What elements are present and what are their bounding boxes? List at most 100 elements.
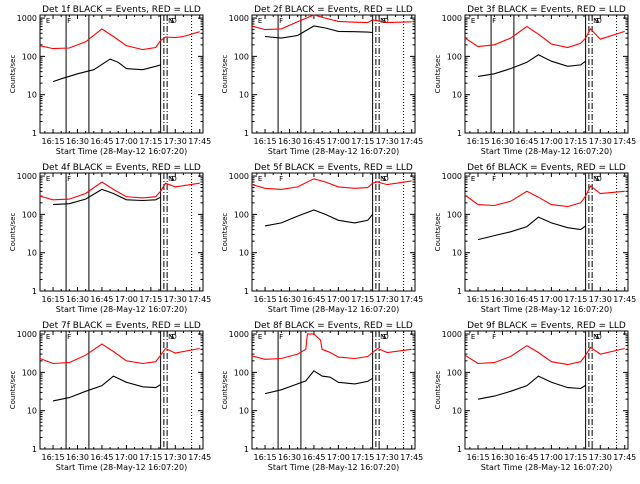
plot-frame <box>464 330 629 450</box>
y-tick-label: 1000 <box>17 172 37 181</box>
series-line-events <box>52 188 161 206</box>
x-tick-label: 17:30 <box>164 453 187 462</box>
x-tick-label: 16:15 <box>467 137 490 146</box>
series-line-events <box>264 370 373 395</box>
y-tick-label: 10 <box>239 407 249 416</box>
marker-label: S <box>170 333 175 341</box>
marker-label: E <box>471 333 475 341</box>
marker-label: D <box>383 333 388 341</box>
y-tick-label: 1 <box>244 445 249 454</box>
chart-title: Det 9f BLACK = Events, RED = LLD <box>467 321 626 331</box>
marker-label: F <box>492 17 496 25</box>
plot-frame <box>464 14 629 134</box>
series-line-lld <box>39 343 200 365</box>
x-tick-label: 17:45 <box>188 295 211 304</box>
series-line-events <box>477 216 586 241</box>
marker-label: S <box>382 175 387 183</box>
y-tick-label: 10 <box>27 91 37 100</box>
series-line-events <box>52 58 161 83</box>
y-tick-label: 100 <box>22 210 37 219</box>
chart-title: Det 4f BLACK = Events, RED = LLD <box>42 163 201 173</box>
y-tick-label: 10 <box>27 249 37 258</box>
x-axis-label: Start Time (28-May-12 16:07:20) <box>56 305 187 314</box>
series-line-events <box>477 54 586 77</box>
marker-label: E <box>258 333 262 341</box>
series-line-lld <box>464 25 625 49</box>
y-tick-label: 1 <box>32 287 37 296</box>
x-tick-label: 16:30 <box>66 137 89 146</box>
marker-label: E <box>471 17 475 25</box>
plot-frame <box>464 172 629 292</box>
x-tick-label: 17:00 <box>540 295 563 304</box>
marker-label: F <box>67 17 71 25</box>
marker-label: F <box>492 333 496 341</box>
x-tick-label: 16:45 <box>90 453 113 462</box>
series-line-lld <box>251 333 412 360</box>
y-tick-label: 10 <box>239 249 249 258</box>
marker-label: F <box>279 175 283 183</box>
marker-label: S <box>595 175 600 183</box>
x-tick-label: 16:45 <box>90 295 113 304</box>
plot-frame <box>39 14 204 134</box>
x-tick-label: 17:30 <box>376 453 399 462</box>
series-line-lld <box>39 181 200 201</box>
chart-panel-1: Det 1f BLACK = Events, RED = LLD 1 10 100 10… <box>9 5 211 156</box>
x-tick-label: 16:15 <box>467 453 490 462</box>
chart-title: Det 3f BLACK = Events, RED = LLD <box>467 5 626 15</box>
y-tick-label: 10 <box>452 249 462 258</box>
x-tick-label: 17:15 <box>139 137 162 146</box>
x-tick-label: 16:45 <box>302 453 325 462</box>
series-line-events <box>52 375 161 402</box>
marker-label: D <box>171 175 176 183</box>
x-tick-label: 17:30 <box>376 295 399 304</box>
y-axis-label: Counts/sec <box>221 213 229 252</box>
y-tick-label: 1 <box>457 129 462 138</box>
plot-frame <box>39 330 204 450</box>
x-axis-label: Start Time (28-May-12 16:07:20) <box>481 463 612 472</box>
chart-panel-6: Det 6f BLACK = Events, RED = LLD 1 10 100 10… <box>434 163 636 314</box>
x-tick-label: 17:45 <box>400 453 423 462</box>
x-tick-label: 17:00 <box>540 453 563 462</box>
x-tick-label: 16:30 <box>278 137 301 146</box>
marker-label: S <box>595 333 600 341</box>
marker-label: N <box>593 17 598 25</box>
chart-title: Det 8f BLACK = Events, RED = LLD <box>254 321 413 331</box>
x-tick-label: 16:30 <box>278 453 301 462</box>
x-tick-label: 16:15 <box>254 137 277 146</box>
marker-label: F <box>279 333 283 341</box>
x-tick-label: 16:15 <box>467 295 490 304</box>
y-tick-label: 1 <box>32 129 37 138</box>
x-tick-label: 16:15 <box>42 137 65 146</box>
x-tick-label: 16:15 <box>42 453 65 462</box>
x-tick-label: 17:15 <box>564 137 587 146</box>
x-tick-label: 16:45 <box>302 137 325 146</box>
chart-title: Det 6f BLACK = Events, RED = LLD <box>467 163 626 173</box>
chart-panel-3: Det 3f BLACK = Events, RED = LLD 1 10 100 10… <box>434 5 636 156</box>
x-tick-label: 16:15 <box>254 453 277 462</box>
x-tick-label: 17:30 <box>589 453 612 462</box>
x-axis-label: Start Time (28-May-12 16:07:20) <box>56 463 187 472</box>
x-tick-label: 17:45 <box>613 453 636 462</box>
x-tick-label: 16:30 <box>278 295 301 304</box>
marker-label: N <box>380 333 385 341</box>
y-tick-label: 1000 <box>229 330 249 339</box>
x-tick-label: 17:15 <box>139 295 162 304</box>
chart-title: Det 7f BLACK = Events, RED = LLD <box>42 321 201 331</box>
chart-panel-4: Det 4f BLACK = Events, RED = LLD 1 10 100 10… <box>9 163 211 314</box>
marker-label: S <box>382 333 387 341</box>
marker-label: D <box>596 175 601 183</box>
x-tick-label: 16:45 <box>90 137 113 146</box>
y-tick-label: 100 <box>234 210 249 219</box>
y-axis-label: Counts/sec <box>434 55 442 94</box>
x-tick-label: 17:30 <box>164 137 187 146</box>
y-tick-label: 10 <box>452 407 462 416</box>
marker-label: F <box>279 17 283 25</box>
marker-label: D <box>383 17 388 25</box>
marker-label: N <box>380 17 385 25</box>
marker-label: D <box>596 17 601 25</box>
series-line-lld <box>39 28 200 51</box>
y-axis-label: Counts/sec <box>434 213 442 252</box>
y-tick-label: 1000 <box>17 330 37 339</box>
x-tick-label: 17:00 <box>115 295 138 304</box>
